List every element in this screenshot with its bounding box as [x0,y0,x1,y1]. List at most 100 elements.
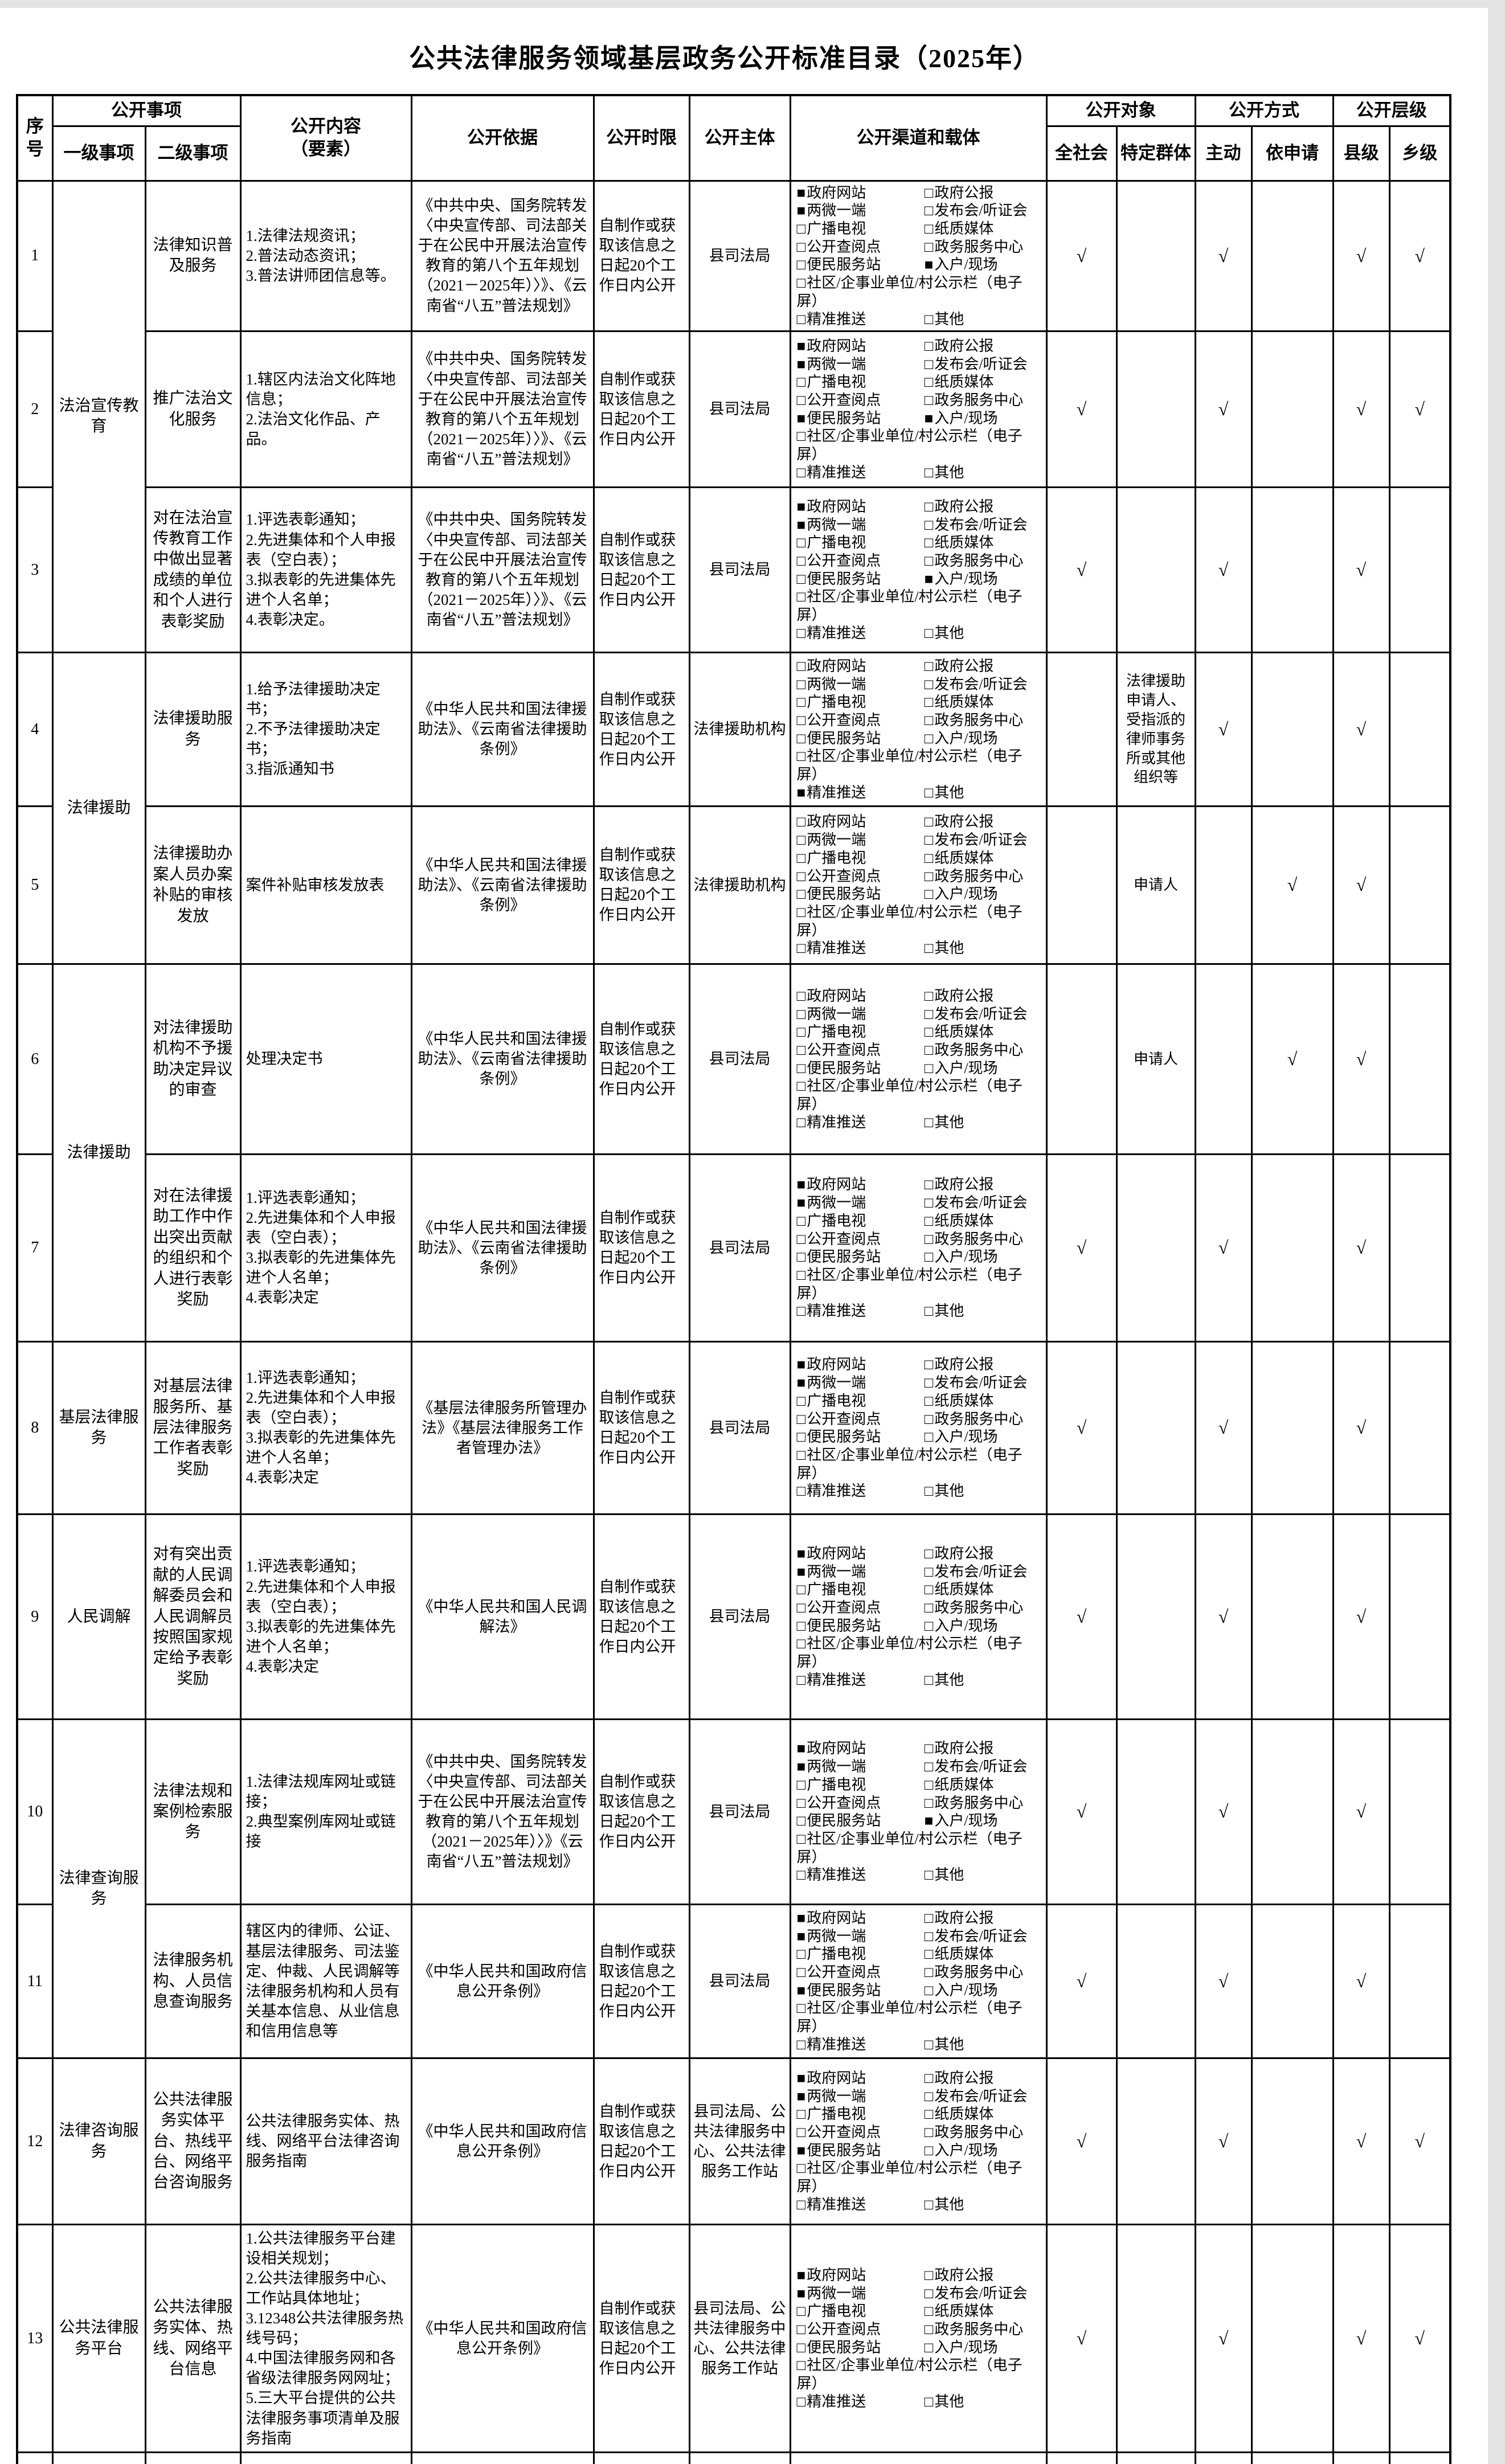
channel-line: □广播电视 □纸质媒体 [797,849,1042,867]
col-method-group: 公开方式 [1194,94,1334,127]
cell-channels: ■政府网站 □政府公报 ■两微一端 □发布会/听证会 □广播电视 □纸质媒体 □公开查阅点 □… [789,330,1048,489]
channel-option-label: 广播电视 [807,220,866,237]
channel-option: □政务服务中心 [925,238,1024,256]
channel-option: □精准推送 [797,624,925,642]
channel-line: □社区/企事业单位/村公示栏（电子屏） [797,2159,1042,2195]
cell-proactive: √ [1194,1718,1253,1906]
cell-channels: □政府网站 □政府公报 □两微一端 □发布会/听证会 □广播电视 □纸质媒体 □公开查阅点 □… [789,805,1048,965]
channel-option: □广播电视 [797,2302,925,2320]
channel-line: ■两微一端 □发布会/听证会 [797,1374,1042,1392]
channel-option: □政府公报 [925,184,994,202]
cell-level2-item: 法律法规和案例检索服务 [144,1718,242,1906]
checkbox-empty-icon: □ [924,1303,934,1320]
channel-option: □纸质媒体 [925,373,994,391]
channel-option: □政府公报 [925,1176,994,1194]
col-item-group: 公开事项 [51,94,242,127]
checkbox-empty-icon: □ [924,1563,934,1580]
cell-county: √ [1332,2224,1391,2454]
table-row: 4 法律援助 法律援助服务 1.给予法律援助决定书； 2.不予法律援助决定书； 3.指… [16,652,1451,965]
channel-option-label: 政务服务中心 [934,1042,1024,1059]
channel-option-label: 纸质媒体 [934,1024,994,1041]
cell-basis: 《中华人民共和国政府信息公开条例》 [410,2057,595,2226]
cell-target-all: √ [1045,486,1118,654]
channel-option-label: 社区/企事业单位/村公示栏（电子屏） [796,428,1023,463]
cell-target-all: √ [1045,179,1118,333]
channel-line: □公开查阅点 □政务服务中心 [797,867,1042,886]
channel-option: □精准推送 [797,2196,925,2214]
channel-option-label: 精准推送 [807,1483,866,1500]
channel-line: □广播电视 □纸质媒体 [797,1776,1042,1794]
cell-target-all: √ [1045,2224,1118,2454]
checkbox-empty-icon: □ [924,2124,934,2141]
channel-option: □精准推送 [797,1671,925,1689]
checkbox-empty-icon: □ [796,2106,806,2123]
channel-option: ■两微一端 [797,1374,925,1392]
channel-option-label: 精准推送 [807,784,866,801]
channel-line: □广播电视 □纸质媒体 [797,2302,1042,2320]
channel-option-label: 其他 [934,624,964,641]
channel-option-label: 纸质媒体 [934,1581,994,1598]
channel-option-label: 政务服务中心 [934,712,1024,729]
cell-subject: 县司法局、公共法律服务中心、公共法律服务工作站 [688,2224,791,2454]
cell-serial: 11 [16,1904,54,2060]
channel-option-label: 公开查阅点 [807,1410,881,1427]
channel-option-label: 精准推送 [807,1867,866,1884]
channel-option: □社区/企事业单位/村公示栏（电子屏） [797,1830,1042,1866]
checkbox-filled-icon: ■ [796,1909,806,1926]
channel-option-label: 发布会/听证会 [934,1758,1028,1775]
cell-channels: ■政府网站 □政府公报 ■两微一端 □发布会/听证会 □广播电视 □纸质媒体 □公开查阅点 □… [789,1718,1048,1906]
cell-proactive: √ [1194,2057,1253,2226]
channel-option: □发布会/听证会 [925,1563,1028,1581]
channel-option-label: 政务服务中心 [934,238,1024,255]
channel-option: □广播电视 [797,2105,925,2123]
cell-time-limit: 自制作或获取该信息之日起20个工作日内公开 [592,652,690,808]
channel-line: □社区/企事业单位/村公示栏（电子屏） [797,2356,1042,2392]
channel-line: □公开查阅点 □政务服务中心 [797,1230,1042,1249]
channel-option-label: 政府网站 [807,1356,866,1373]
channel-option: □纸质媒体 [925,534,994,552]
table-row: 11 法律服务机构、人员信息查询服务 辖区内的律师、公证、基层法律服务、司法鉴定、仲… [16,1904,1451,2060]
channel-option: ■两微一端 [797,1758,925,1776]
channel-option: □发布会/听证会 [925,1927,1028,1946]
channel-line: □精准推送 □其他 [797,1302,1042,1320]
cell-township [1388,1341,1451,1516]
channel-option: □纸质媒体 [925,2105,994,2123]
checkbox-empty-icon: □ [924,2036,934,2053]
cell-serial: 3 [16,486,54,654]
channel-option-label: 精准推送 [807,1303,866,1320]
channel-line: □公开查阅点 □政务服务中心 [797,711,1042,730]
channel-option-label: 两微一端 [807,832,866,849]
cell-county: √ [1332,179,1391,333]
checkbox-empty-icon: □ [796,588,806,605]
cell-on-request [1250,1904,1334,2060]
channel-option: □两微一端 [797,676,925,694]
channel-option-label: 政府网站 [807,2069,866,2086]
channel-option-label: 便民服务站 [807,1429,881,1446]
channel-option: □两微一端 [797,1005,925,1024]
channel-option-label: 纸质媒体 [934,1946,994,1963]
cell-level2-item: 对在法治宣传教育工作中做出显著成绩的单位和个人进行表彰奖励 [144,486,242,654]
channel-option-label: 公开查阅点 [807,712,881,729]
cell-content: 1.评选表彰通知； 2.先进集体和个人申报表（空白表）； 3.拟表彰的先进集体先… [239,486,412,654]
channel-option: □纸质媒体 [925,693,994,711]
channel-line: ■政府网站 □政府公报 [797,1739,1042,1758]
checkbox-empty-icon: □ [924,1230,934,1247]
channel-option-label: 纸质媒体 [934,1776,994,1793]
channel-line: □广播电视 □纸质媒体 [797,373,1042,391]
checkbox-empty-icon: □ [924,1392,934,1409]
channel-option: □其他 [925,1114,964,1132]
cell-on-request [1250,486,1334,654]
cell-subject: 县司法局 [688,1153,791,1343]
checkbox-empty-icon: □ [796,1964,806,1981]
channel-line: ■两微一端 □发布会/听证会 [797,202,1042,220]
channel-option-label: 公开查阅点 [807,392,881,409]
channel-option-label: 发布会/听证会 [934,2285,1028,2302]
channel-line: □便民服务站 □入户/现场 [797,2339,1042,2357]
channel-option-label: 纸质媒体 [934,2106,994,2123]
channel-line: □广播电视 □纸质媒体 [797,1392,1042,1410]
cell-serial: 2 [16,330,54,489]
channel-option: □入户/现场 [925,1248,998,1266]
channel-option: □政府公报 [925,1545,994,1563]
channel-option: □政务服务中心 [925,1963,1024,1982]
checkbox-empty-icon: □ [796,464,806,481]
